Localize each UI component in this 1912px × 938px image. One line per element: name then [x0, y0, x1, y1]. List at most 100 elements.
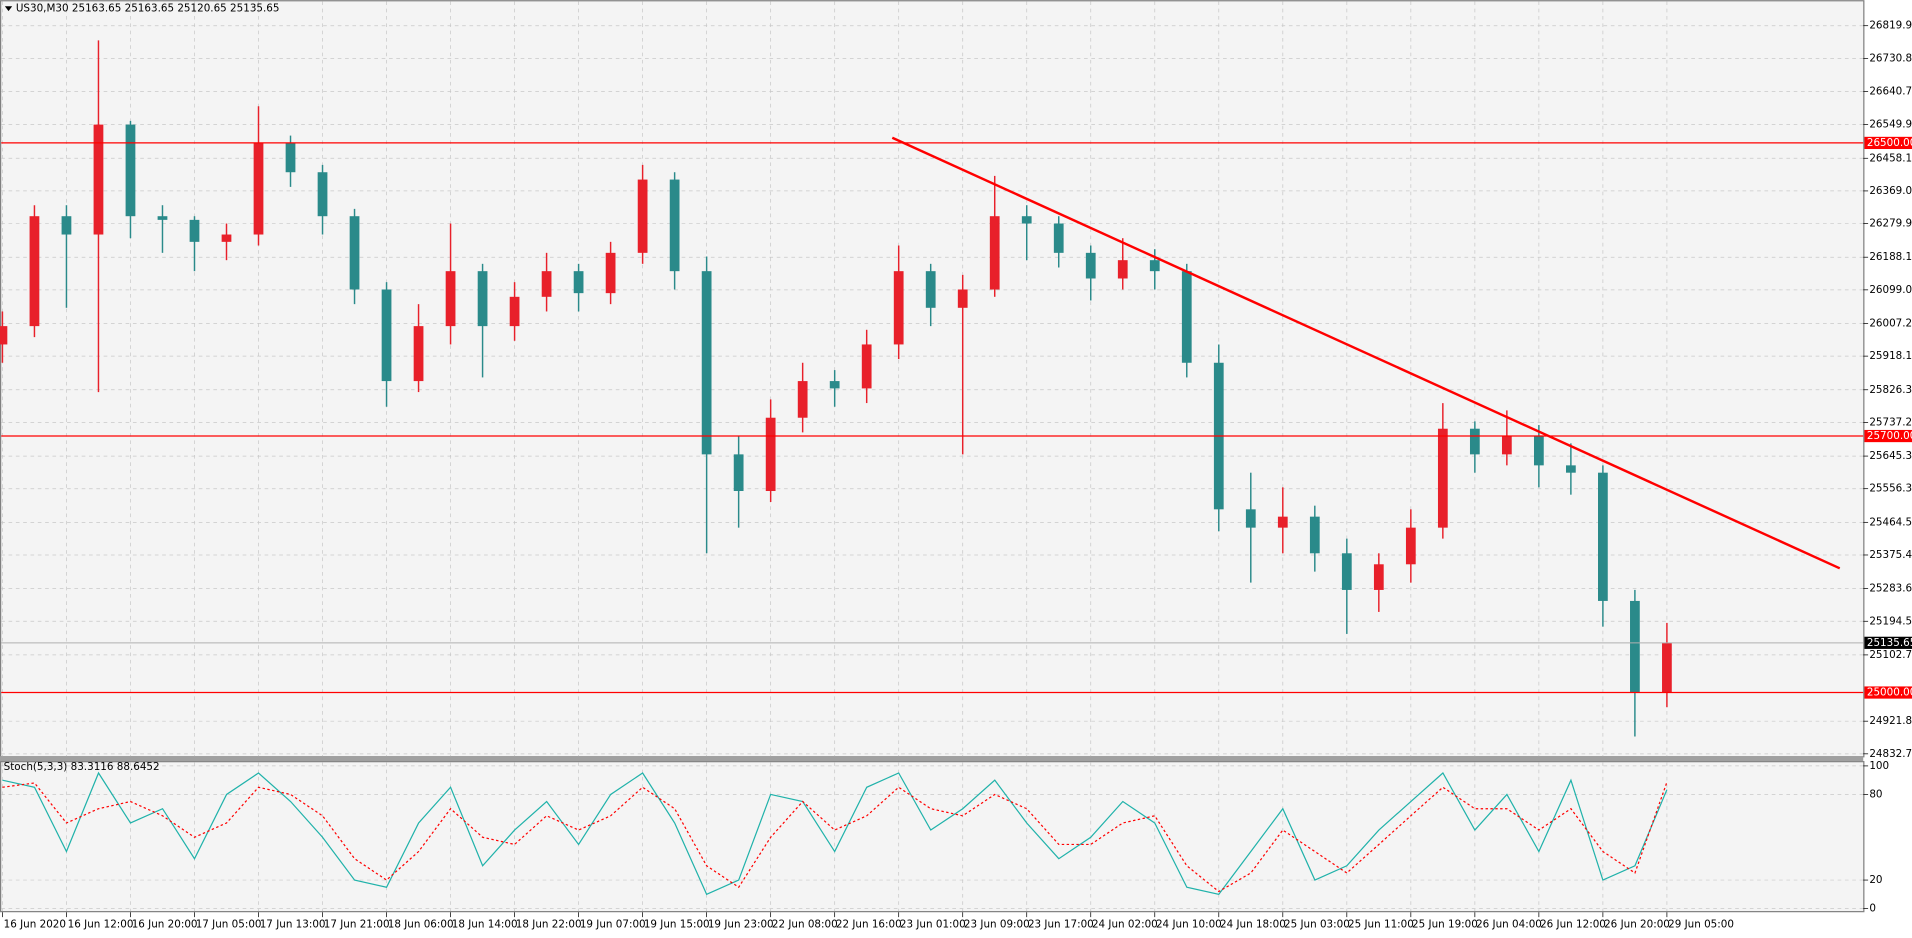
indicator-tick-label: 20: [1869, 874, 1882, 886]
candle-body: [413, 326, 424, 382]
marks: [0, 40, 1864, 896]
price-label: 26549.90: [1869, 119, 1912, 131]
price-label: 24832.70: [1869, 748, 1912, 760]
candle-body: [1309, 516, 1320, 554]
candle-body: [1181, 271, 1192, 363]
candle-body: [669, 179, 680, 272]
candle-body: [253, 142, 264, 235]
trendline: [891, 136, 1841, 570]
candle-body: [125, 124, 136, 217]
candle-body: [1117, 260, 1128, 279]
time-label: 26 Jun 04:00: [1476, 918, 1542, 930]
time-label: 26 Jun 20:00: [1604, 918, 1670, 930]
candle-body: [605, 252, 616, 294]
price-label: 26640.70: [1869, 85, 1912, 97]
time-label: 19 Jun 07:00: [580, 918, 646, 930]
time-label: 24 Jun 18:00: [1220, 918, 1286, 930]
indicator-tick-label: 80: [1869, 788, 1882, 800]
candle-body: [541, 271, 552, 297]
price-label: 25918.10: [1869, 350, 1912, 362]
price-label: 25464.50: [1869, 516, 1912, 528]
price-label: 26099.00: [1869, 284, 1912, 296]
indicator-tick-label: 0: [1869, 903, 1876, 915]
time-label: 22 Jun 16:00: [836, 918, 902, 930]
time-label: 17 Jun 13:00: [260, 918, 326, 930]
price-tag: [1864, 636, 1912, 649]
candle-body: [29, 216, 40, 327]
time-label: 19 Jun 15:00: [644, 918, 710, 930]
candle-body: [1469, 428, 1480, 455]
price-label: 25375.40: [1869, 549, 1912, 561]
candle-body: [477, 271, 488, 327]
price-label: 26819.90: [1869, 20, 1912, 32]
time-label: 24 Jun 10:00: [1156, 918, 1222, 930]
candle-body: [1053, 223, 1064, 253]
time-label: 18 Jun 22:00: [516, 918, 582, 930]
candle-body: [733, 454, 744, 492]
candle-body: [861, 344, 872, 389]
candle-body: [1245, 509, 1256, 528]
candle-body: [285, 142, 296, 173]
candle-body: [797, 381, 808, 418]
time-label: 19 Jun 23:00: [708, 918, 774, 930]
candle-body: [1277, 516, 1288, 528]
time-label: 18 Jun 06:00: [388, 918, 454, 930]
candle-body: [61, 216, 72, 235]
level-label: 25000.00: [1867, 687, 1912, 699]
candle-body: [509, 296, 520, 327]
candle-body: [157, 216, 168, 220]
candle-body: [1501, 436, 1512, 455]
candle-body: [925, 271, 936, 308]
time-label: 16 Jun 2020: [4, 918, 66, 930]
candle-body: [1565, 465, 1576, 473]
candle-body: [1149, 260, 1160, 272]
candle-body: [1598, 472, 1608, 601]
time-label: 23 Jun 01:00: [900, 918, 966, 930]
stoch-line: [2, 771, 1668, 896]
candle-body: [381, 289, 392, 382]
candle-body: [637, 179, 648, 253]
candle-body: [1662, 642, 1672, 693]
candle-body: [893, 271, 904, 345]
candle-body: [765, 417, 776, 492]
grid: [1, 1, 1869, 918]
time-label: 23 Jun 17:00: [1028, 918, 1094, 930]
time-label: 17 Jun 21:00: [324, 918, 390, 930]
level-label: 26500.00: [1867, 137, 1912, 149]
price-label: 26730.80: [1869, 52, 1912, 64]
time-label: 18 Jun 14:00: [452, 918, 518, 930]
price-tag-label: 25135.65: [1867, 637, 1912, 649]
candle-body: [1533, 436, 1544, 466]
price-label: 26188.10: [1869, 251, 1912, 263]
menu-arrow[interactable]: [4, 6, 13, 12]
level-tag: [1864, 686, 1912, 699]
price-label: 24921.80: [1869, 715, 1912, 727]
price-label: 26369.00: [1869, 185, 1912, 197]
main-panel: [0, 0, 1865, 758]
symbol-header: US30,M30 25163.65 25163.65 25120.65 2513…: [16, 3, 280, 15]
level-label: 25700.00: [1867, 430, 1912, 442]
candle-body: [1373, 564, 1384, 590]
time-label: 24 Jun 02:00: [1092, 918, 1158, 930]
panel-separator: [0, 756, 1864, 762]
time-label: 23 Jun 09:00: [964, 918, 1030, 930]
level-tag: [1864, 429, 1912, 443]
price-label: 26458.10: [1869, 152, 1912, 164]
candle-body: [957, 289, 968, 308]
candle-body: [829, 381, 840, 389]
candle-body: [317, 172, 328, 217]
time-label: 16 Jun 20:00: [132, 918, 198, 930]
candle-body: [1405, 527, 1416, 565]
price-label: 25194.50: [1869, 615, 1912, 627]
indicator-tick-label: 100: [1869, 760, 1889, 772]
time-label: 25 Jun 11:00: [1348, 918, 1414, 930]
candle-body: [701, 271, 712, 455]
candle-body: [1021, 216, 1032, 224]
candle-body: [349, 216, 360, 290]
indicator-title: Stoch(5,3,3) 83.3116 88.6452: [4, 761, 160, 773]
candle-body: [989, 216, 1000, 290]
indicator-panel: [0, 761, 1865, 913]
price-label: 26279.90: [1869, 218, 1912, 230]
price-label: 25645.30: [1869, 450, 1912, 462]
candle-body: [573, 271, 584, 294]
